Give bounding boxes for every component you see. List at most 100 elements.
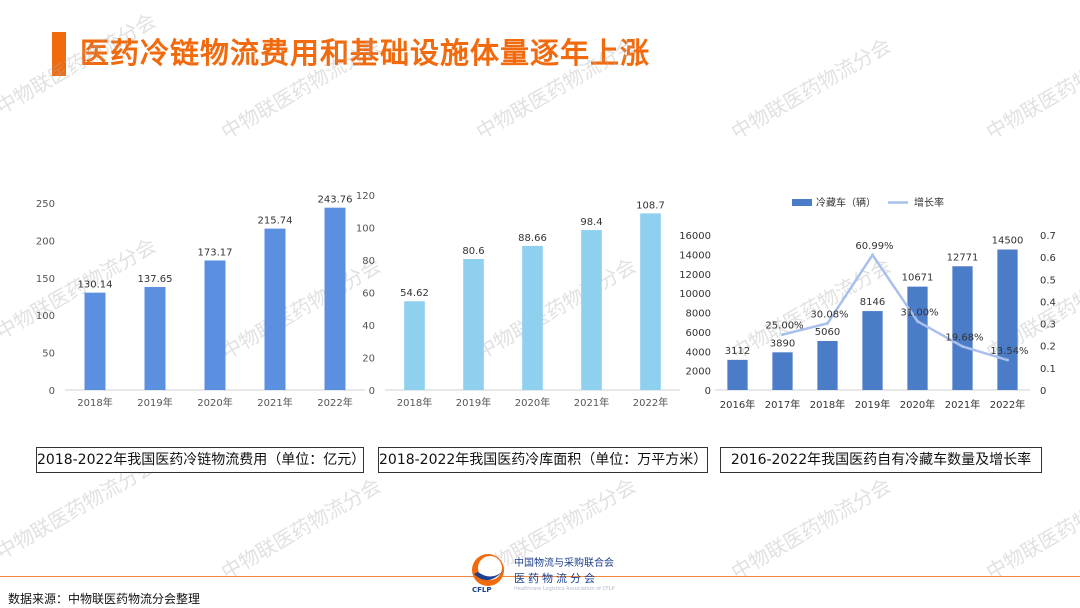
bar [264,228,286,390]
y-tick-label: 12000 [679,270,711,281]
y2-tick-label: 0.4 [1040,297,1056,308]
y-tick-label: 14000 [679,250,711,261]
chart-coldstorage-area: 0 20 40 60 80 100 120 54.62 2018年 80.6 2019年 88.66 2… [356,191,680,409]
footer-divider [0,576,1080,577]
bar [952,266,973,390]
logo-org-name: 中国物流与采购联合会 [514,558,614,569]
x-tick-label: 2022年 [317,396,352,409]
bar-data-label: 8146 [860,297,885,308]
y-tick-label: 120 [356,191,375,202]
y-tick-label: 200 [36,236,55,247]
growth-rate-label: 19.68% [945,332,983,343]
x-tick-label: 2021年 [257,396,292,409]
bar [997,249,1018,390]
growth-rate-label: 31.00% [900,307,938,318]
bar [772,352,793,390]
cflp-logo: 中国物流与采购联合会 医药物流分会 CFLP Healthcare Logist… [468,550,648,598]
y-tick-label: 150 [36,274,55,285]
y-tick-label: 80 [362,256,375,267]
x-tick-label: 2022年 [633,396,668,409]
bar [862,311,883,390]
watermark-text: 中物联医药物流分会 [727,473,895,585]
x-tick-label: 2018年 [810,398,845,411]
logo-branch-name: 医药物流分会 [514,572,598,585]
bar-data-label: 98.4 [580,217,602,228]
bar [204,260,226,390]
growth-rate-label: 13.54% [990,346,1028,357]
bar [907,286,928,390]
y2-tick-label: 0 [1040,386,1046,397]
bar [581,230,602,390]
y-tick-label: 40 [362,321,375,332]
x-tick-label: 2020年 [900,398,935,411]
legend-swatch-bars [792,199,812,206]
y2-tick-label: 0.7 [1040,231,1056,242]
watermark-text: 中物联医药物流分会 [982,33,1080,145]
x-tick-label: 2018年 [397,396,432,409]
growth-rate-point [871,253,874,257]
bar-data-label: 173.17 [198,247,233,258]
bar-data-label: 14500 [992,236,1024,247]
bar [522,245,543,390]
growth-rate-point [1006,358,1009,362]
y2-tick-label: 0.2 [1040,342,1056,353]
y2-tick-label: 0.5 [1040,275,1056,286]
y-tick-label: 0 [705,386,711,397]
bar-data-label: 130.14 [78,280,113,291]
logo-abbreviation: CFLP [472,586,492,594]
growth-rate-point [826,321,829,325]
growth-rate-point [961,344,964,348]
x-tick-label: 2016年 [720,398,755,411]
cflp-logo-icon [472,554,504,586]
chart-coldchain-cost: 0 50 100 150 200 250 130.14 2018年 137.65 2019年 173… [36,195,365,409]
growth-rate-point [916,319,919,323]
caption-coldchain-cost: 2018-2022年我国医药冷链物流费用（单位：亿元） [36,447,365,473]
y-tick-label: 6000 [686,328,711,339]
x-tick-label: 2017年 [765,398,800,411]
y-tick-label: 100 [36,311,55,322]
y2-tick-label: 0.6 [1040,253,1056,264]
x-tick-label: 2019年 [137,396,172,409]
growth-rate-label: 60.99% [855,241,893,252]
bar-data-label: 80.6 [462,246,484,257]
logo-english-name: Healthcare Logistics Association of CFLP [514,586,615,592]
bar-data-label: 3890 [770,338,795,349]
growth-rate-label: 30.08% [810,309,848,320]
bar-data-label: 215.74 [258,216,293,227]
x-tick-label: 2021年 [945,398,980,411]
watermark-text: 中物联医药物流分会 [217,473,385,585]
bar-data-label: 88.66 [518,233,547,244]
y-tick-label: 4000 [686,347,711,358]
bar-data-label: 10671 [902,273,934,284]
bar [324,207,346,390]
bar-data-label: 108.7 [636,200,665,211]
y-tick-label: 0 [369,386,375,397]
x-tick-label: 2020年 [515,396,550,409]
bar-data-label: 243.76 [318,195,353,206]
x-tick-label: 2018年 [77,396,112,409]
bar-data-label: 5060 [815,327,840,338]
bar [727,359,748,390]
y-tick-label: 0 [49,386,55,397]
y-tick-label: 50 [42,349,55,360]
y2-tick-label: 0.1 [1040,364,1056,375]
growth-rate-point [781,333,784,337]
caption-refrigerated-trucks: 2016-2022年我国医药自有冷藏车数量及增长率 [720,447,1042,473]
x-tick-label: 2021年 [574,396,609,409]
x-tick-label: 2020年 [197,396,232,409]
x-tick-label: 2019年 [456,396,491,409]
bar [817,340,838,390]
x-tick-label: 2019年 [855,398,890,411]
y-tick-label: 250 [36,199,55,210]
watermark-text: 中物联医药物流分会 [982,473,1080,585]
legend-label-bars: 冷藏车（辆） [816,196,876,209]
legend-label-line: 增长率 [914,196,944,209]
growth-rate-line [782,252,1008,362]
bar-data-label: 137.65 [138,274,173,285]
caption-coldstorage-area: 2018-2022年我国医药冷库面积（单位：万平方米） [378,447,708,473]
y2-tick-label: 0.3 [1040,320,1056,331]
chart-refrigerated-trucks: 0 2000 4000 6000 8000 10000 12000 14000 16000 0 0.… [679,196,1056,411]
bar [84,292,106,390]
bar-data-label: 3112 [725,346,750,357]
y-tick-label: 8000 [686,309,711,320]
